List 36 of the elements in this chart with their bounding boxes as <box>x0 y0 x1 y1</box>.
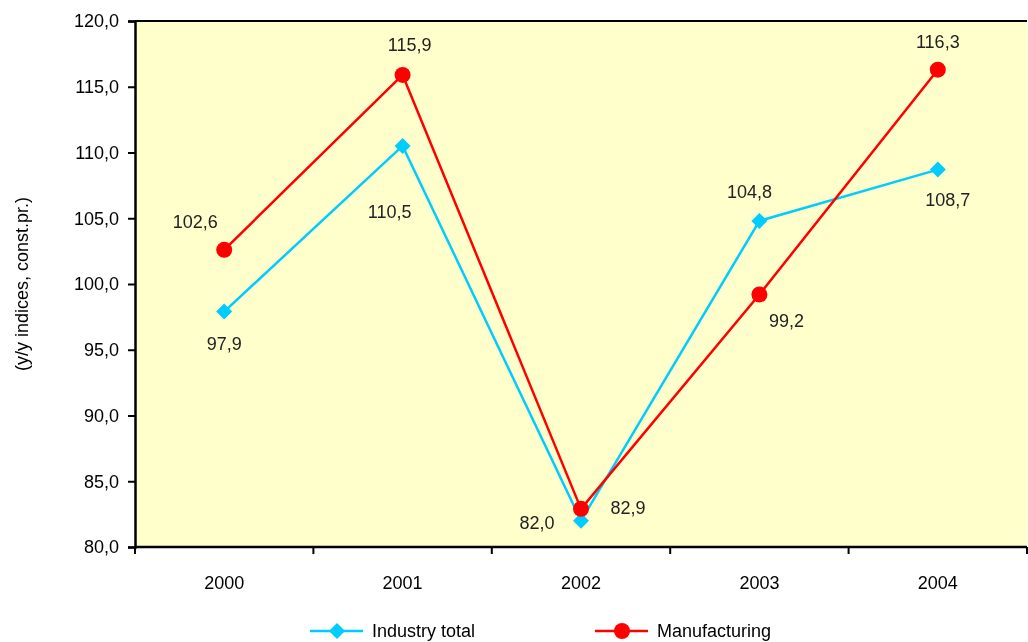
y-tick-label: 100,0 <box>73 274 119 295</box>
point <box>394 66 411 83</box>
data-label: 116,3 <box>915 31 960 52</box>
point <box>751 286 768 303</box>
y-tick-label: 105,0 <box>73 208 119 229</box>
data-label: 82,0 <box>519 512 555 533</box>
point <box>929 61 946 78</box>
y-axis-title: (y/y indices, const.pr.) <box>12 196 32 372</box>
point <box>216 241 233 258</box>
data-label: 82,9 <box>610 497 646 518</box>
point <box>929 161 946 178</box>
x-tick-label: 2004 <box>917 573 958 593</box>
legend-label: Manufacturing <box>657 621 772 641</box>
point <box>751 212 768 229</box>
point <box>216 303 233 320</box>
y-tick-label: 115,0 <box>75 77 119 98</box>
data-label: 108,7 <box>925 189 971 210</box>
x-tick-label: 2003 <box>739 573 780 593</box>
x-tick-label: 2000 <box>204 573 245 593</box>
legend-label: Industry total <box>372 621 476 641</box>
data-label: 102,6 <box>172 211 218 232</box>
data-label: 104,8 <box>726 181 772 202</box>
y-tick-label: 80,0 <box>83 537 119 558</box>
y-tick-label: 90,0 <box>83 405 119 426</box>
y-tick-label: 85,0 <box>83 471 119 492</box>
data-label: 115,9 <box>387 34 432 55</box>
data-label: 99,2 <box>768 310 804 331</box>
data-label: 97,9 <box>206 333 242 354</box>
x-tick-label: 2002 <box>560 573 602 593</box>
y-tick-label: 110,0 <box>75 142 119 163</box>
x-tick-label: 2001 <box>382 573 423 593</box>
y-tick-label: 95,0 <box>83 340 119 361</box>
point <box>573 500 589 517</box>
data-label: 110,5 <box>367 201 412 222</box>
point <box>394 137 411 154</box>
y-tick-label: 120,0 <box>73 11 119 32</box>
